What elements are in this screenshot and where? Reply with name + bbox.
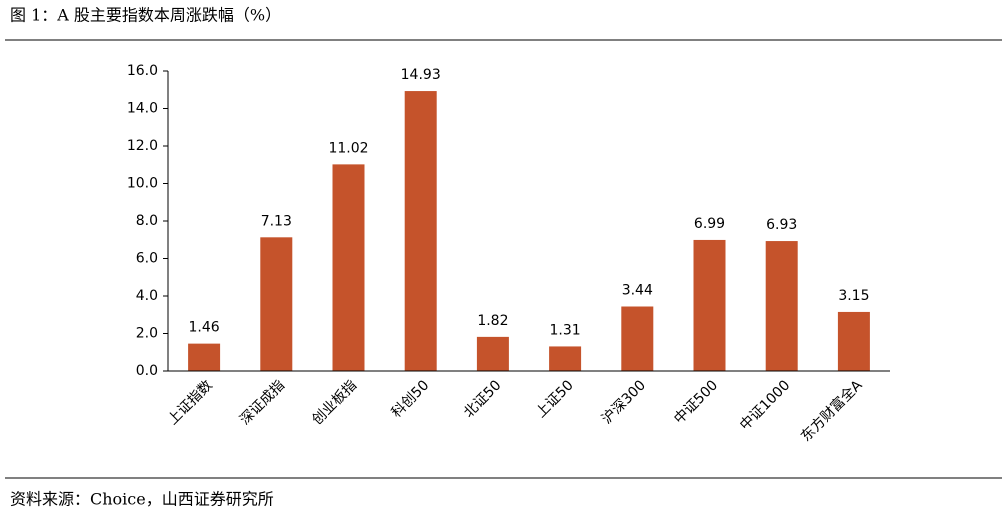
data-label: 7.13 — [261, 213, 292, 229]
y-tick-label: 6.0 — [136, 251, 158, 267]
x-tick-label: 东方财富全A — [797, 376, 866, 445]
y-tick-label: 16.0 — [127, 63, 158, 79]
x-tick-label: 科创50 — [389, 377, 433, 421]
data-label: 3.15 — [838, 288, 869, 304]
data-label: 3.44 — [622, 283, 653, 299]
bar — [260, 237, 293, 371]
source-note: 资料来源：Choice，山西证券研究所 — [10, 490, 274, 509]
bar — [332, 164, 365, 371]
data-label: 1.82 — [477, 313, 508, 329]
x-tick-label: 中证1000 — [737, 377, 793, 433]
y-tick-label: 10.0 — [127, 176, 158, 192]
y-tick-label: 12.0 — [127, 138, 158, 154]
x-tick-label: 上证50 — [533, 377, 577, 421]
bar — [404, 91, 437, 371]
x-tick-label: 上证指数 — [165, 377, 216, 428]
bar — [693, 239, 726, 371]
bar — [476, 336, 509, 371]
x-tick-label: 创业板指 — [309, 377, 360, 428]
chart-title: 图 1：A 股主要指数本周涨跌幅（%） — [10, 6, 281, 25]
data-label: 14.93 — [401, 67, 441, 83]
y-tick-label: 8.0 — [136, 213, 158, 229]
y-tick-label: 4.0 — [136, 288, 158, 304]
data-label: 11.02 — [328, 140, 368, 156]
bar — [621, 306, 654, 371]
bar — [188, 343, 221, 371]
y-tick-label: 0.0 — [136, 363, 158, 379]
data-label: 6.99 — [694, 216, 725, 232]
y-tick-label: 14.0 — [127, 101, 158, 117]
bar — [549, 346, 582, 371]
data-label: 1.46 — [189, 320, 220, 336]
x-tick-label: 沪深300 — [599, 377, 649, 427]
y-tick-label: 2.0 — [136, 326, 158, 342]
data-label: 6.93 — [766, 217, 797, 233]
x-tick-label: 深证成指 — [237, 377, 288, 428]
data-label: 1.31 — [550, 322, 581, 338]
bar — [837, 311, 870, 371]
x-tick-label: 北证50 — [461, 377, 505, 421]
bar — [765, 241, 798, 371]
x-tick-label: 中证500 — [671, 377, 721, 427]
